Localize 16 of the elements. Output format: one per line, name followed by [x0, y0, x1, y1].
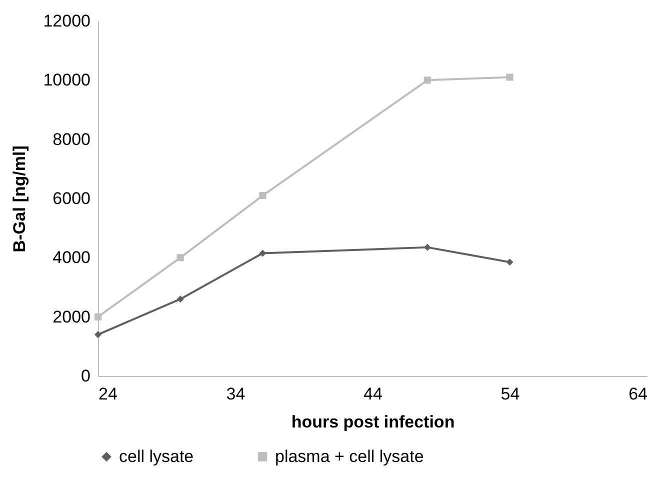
x-tick-label: 44 [364, 384, 382, 404]
x-tick-label: 24 [98, 384, 118, 404]
x-axis-title: hours post infection [291, 412, 455, 432]
x-tick-label: 54 [500, 384, 520, 404]
legend-label: plasma + cell lysate [275, 446, 424, 466]
y-tick-label: 8000 [52, 130, 90, 149]
y-tick-label: 2000 [52, 307, 90, 326]
y-axis-title: B-Gal [ng/ml] [10, 146, 30, 252]
y-tick-label: 0 [81, 366, 90, 386]
x-tick-label: 34 [226, 384, 246, 404]
y-tick-label: 6000 [52, 189, 90, 208]
y-tick-label: 10000 [43, 70, 90, 90]
y-tick-label: 12000 [43, 12, 90, 30]
legend-label: cell lysate [119, 446, 194, 466]
y-tick-label: 4000 [52, 248, 90, 268]
x-tick-label: 64 [628, 384, 648, 404]
